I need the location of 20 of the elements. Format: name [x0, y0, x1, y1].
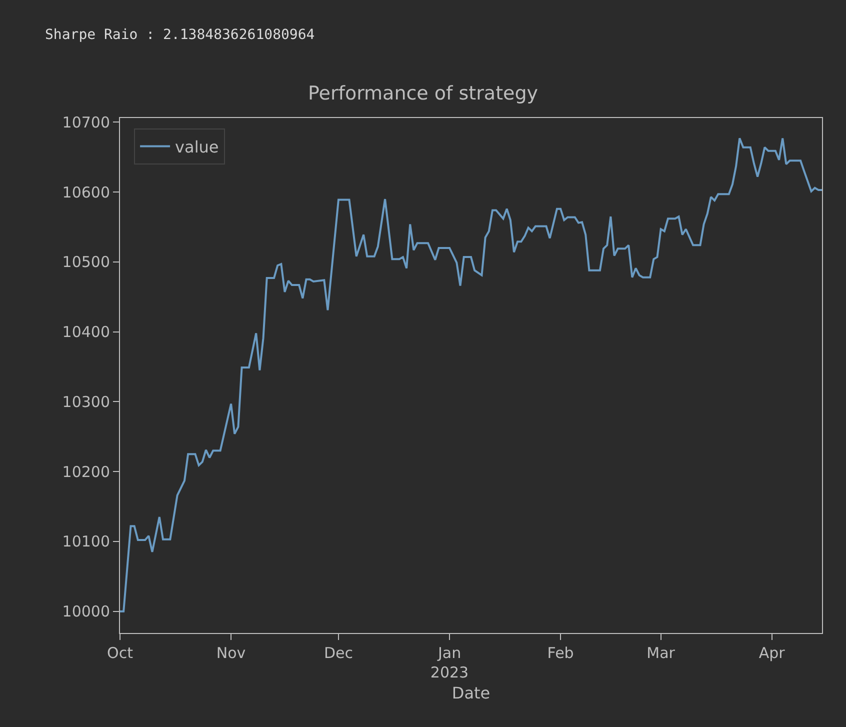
x-tick-label: Dec	[324, 644, 353, 662]
x-tick-label: Jan 2023	[430, 644, 469, 682]
y-tick-label: 10600	[62, 183, 110, 202]
y-tick-label: 10000	[62, 602, 110, 621]
x-tick-label: Oct	[107, 644, 134, 662]
x-axis-title: Date	[452, 684, 490, 702]
text: Sharpe Raio : 2.1384836261080964	[45, 27, 315, 43]
x-tick-label: Feb	[547, 644, 574, 662]
y-tick-label: 10300	[62, 392, 110, 411]
line-series	[120, 137, 822, 612]
y-tick-label: 10100	[62, 532, 110, 551]
x-tick-label: Mar	[646, 644, 676, 662]
y-tick-label: 10400	[62, 323, 110, 342]
y-tick-label: 10700	[62, 113, 110, 132]
x-tick-label: Nov	[216, 644, 246, 662]
y-tick-label: 10500	[62, 253, 110, 272]
y-tick-label: 10200	[62, 462, 110, 481]
chart-title: Performance of strategy	[308, 82, 538, 105]
legend-label: value	[175, 137, 219, 156]
x-tick-label: Apr	[758, 644, 786, 662]
